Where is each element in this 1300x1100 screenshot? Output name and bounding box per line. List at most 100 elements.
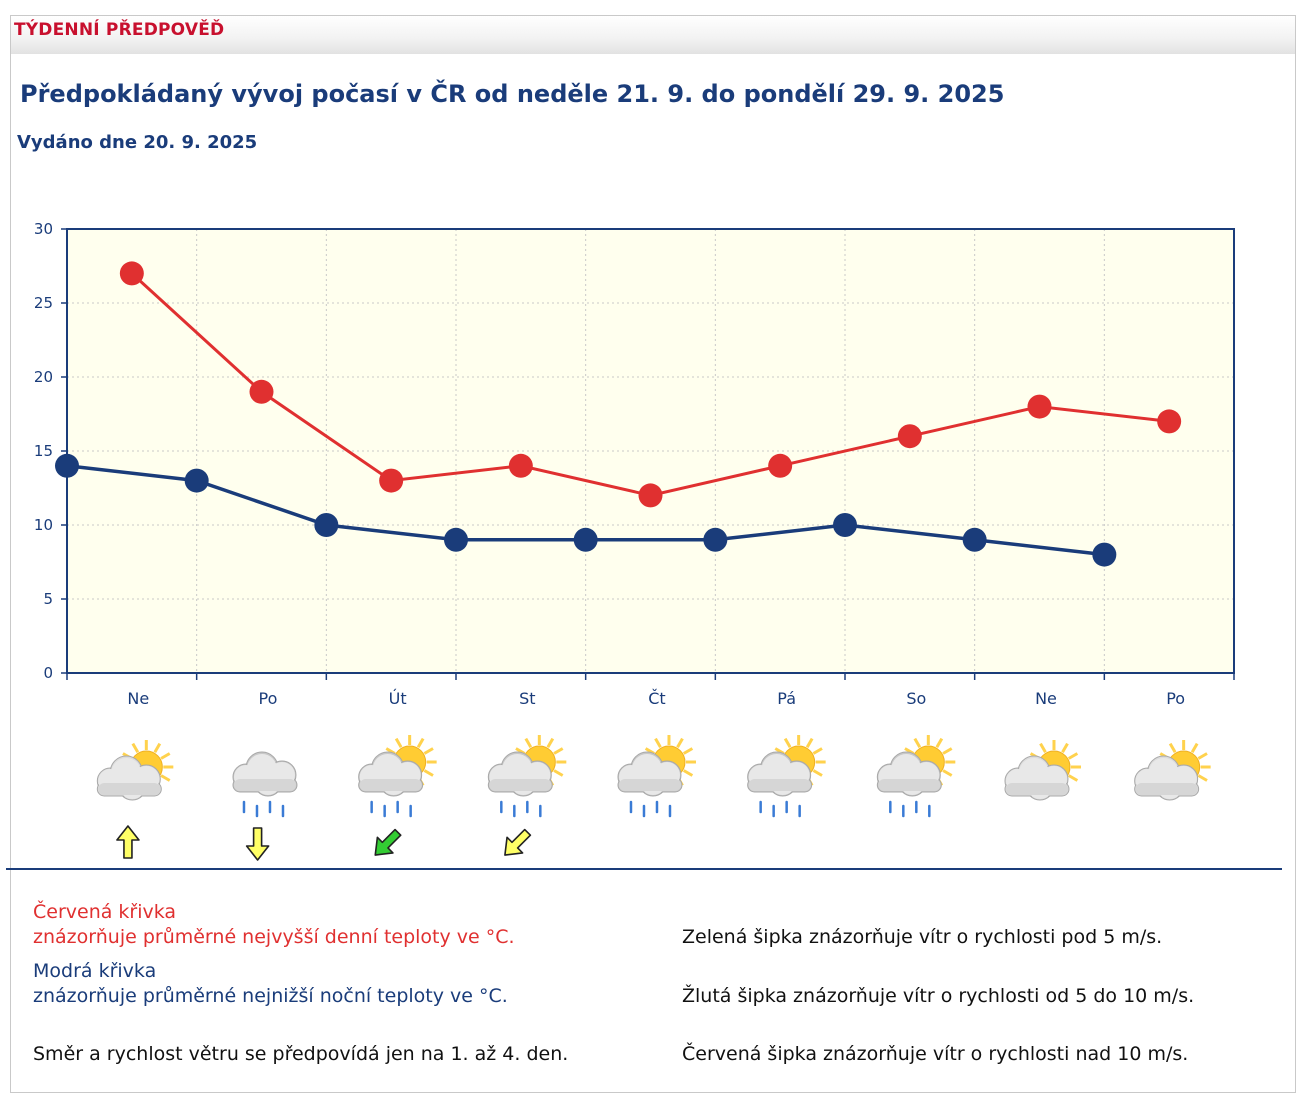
cloud-shade [98, 783, 161, 795]
sun-ray [1067, 752, 1079, 760]
sun-ray [812, 747, 823, 755]
data-point [638, 483, 663, 508]
data-point [184, 468, 209, 493]
x-tick-label: So [906, 689, 926, 708]
page-title: Předpokládaný vývoj počasí v ČR od neděl… [20, 80, 1005, 108]
x-tick-label: Ne [1035, 689, 1057, 708]
sun-ray [546, 737, 555, 749]
sun-ray [524, 737, 533, 749]
sun-ray [682, 769, 694, 777]
cloud-shade [618, 779, 681, 791]
legend-red-arrow: Červená šipka znázorňuje vítr o rychlost… [682, 1043, 1189, 1065]
data-point [1027, 394, 1052, 419]
data-point [508, 453, 533, 478]
divider-line [6, 868, 1282, 870]
legend-red-desc: znázorňuje průměrné nejvyšší denní teplo… [33, 926, 515, 948]
sun-cloud-rain-icon [617, 735, 696, 818]
data-point [768, 453, 793, 478]
legend-blue-desc: znázorňuje průměrné nejnižší noční teplo… [33, 985, 508, 1007]
y-tick-label: 10 [34, 516, 53, 534]
sun-behind-cloud-icon [1004, 740, 1081, 801]
y-tick-label: 30 [34, 220, 53, 238]
sun-ray [942, 747, 953, 755]
cloud-shade [233, 779, 296, 791]
x-tick-label: Čt [648, 689, 665, 708]
sun-ray [654, 737, 662, 749]
section-title: TÝDENNÍ PŘEDPOVĚĎ [14, 20, 225, 40]
sun-ray [131, 742, 140, 754]
x-tick-label: Po [259, 689, 278, 708]
sun-ray [1197, 752, 1208, 760]
rain-cloud-icon [232, 751, 298, 818]
sun-behind-cloud-icon [96, 740, 174, 801]
sun-ray [394, 737, 403, 749]
data-point [833, 513, 857, 537]
section-header-bar: TÝDENNÍ PŘEDPOVĚĎ [11, 16, 1295, 54]
sun-ray [812, 769, 823, 777]
sun-ray [153, 742, 162, 754]
sun-ray [783, 737, 792, 749]
legend-blue-title: Modrá křivka [33, 960, 157, 982]
sun-cloud-rain-icon [487, 735, 567, 818]
y-tick-label: 20 [34, 368, 53, 386]
x-tick-label: Út [389, 689, 407, 708]
data-point [573, 527, 598, 552]
cloud-shade [489, 779, 552, 791]
data-point [962, 527, 987, 552]
data-point [1157, 409, 1182, 434]
sun-ray [1039, 742, 1047, 754]
sun-ray [1168, 742, 1177, 754]
wind-arrow-icon [245, 827, 270, 861]
sun-ray [805, 737, 814, 749]
data-point [249, 379, 274, 404]
cloud-shade [359, 779, 422, 791]
sun-ray [1197, 774, 1208, 782]
x-tick-label: St [519, 689, 535, 708]
temperature-chart: 0 5 10 15 20 25 30 Ne Po Út St Čt Pá So Ne Po [34, 220, 1235, 861]
y-tick-label: 5 [43, 590, 53, 608]
sun-ray [160, 774, 171, 782]
legend-green-arrow: Zelená šipka znázorňuje vítr o rychlosti… [682, 926, 1163, 948]
sun-ray [553, 747, 564, 755]
sun-ray [423, 747, 434, 755]
sun-ray [935, 737, 944, 749]
sun-ray [416, 737, 425, 749]
sun-ray [676, 737, 684, 749]
sun-ray [553, 769, 564, 777]
sun-behind-cloud-icon [1134, 740, 1211, 801]
sun-ray [682, 747, 694, 755]
plot-border [66, 228, 1235, 674]
sun-ray [942, 769, 953, 777]
sun-ray [1067, 774, 1079, 782]
sun-ray [423, 769, 434, 777]
x-tick-label: Ne [127, 689, 149, 708]
sun-ray [1061, 742, 1069, 754]
y-tick-label: 25 [34, 294, 53, 312]
cloud-shade [1135, 783, 1198, 795]
sun-ray [913, 737, 922, 749]
sun-cloud-rain-icon [876, 735, 956, 818]
data-point [55, 453, 79, 478]
wind-arrow-icon [504, 828, 532, 856]
x-tick-label: Po [1166, 689, 1185, 708]
legend-yellow-arrow: Žlutá šipka znázorňuje vítr o rychlosti … [682, 985, 1195, 1007]
sun-ray [1190, 742, 1199, 754]
legend-wind-note: Směr a rychlost větru se předpovídá jen … [33, 1043, 569, 1065]
data-point [379, 468, 404, 493]
legend-red-title: Červená křivka [33, 901, 177, 923]
data-point [703, 527, 728, 552]
data-point [444, 527, 468, 552]
cloud-shade [878, 779, 941, 791]
wind-arrow-icon [116, 825, 140, 859]
sun-cloud-rain-icon [747, 735, 826, 818]
sun-cloud-rain-icon [358, 735, 437, 818]
y-tick-label: 15 [34, 442, 53, 460]
y-tick-label: 0 [43, 664, 53, 682]
cloud-shade [1005, 783, 1068, 795]
sun-ray [160, 752, 171, 760]
data-point [897, 424, 922, 449]
data-point [314, 513, 339, 537]
wind-arrow-icon [374, 828, 402, 856]
x-tick-label: Pá [777, 689, 796, 708]
issued-date: Vydáno dne 20. 9. 2025 [17, 132, 258, 153]
